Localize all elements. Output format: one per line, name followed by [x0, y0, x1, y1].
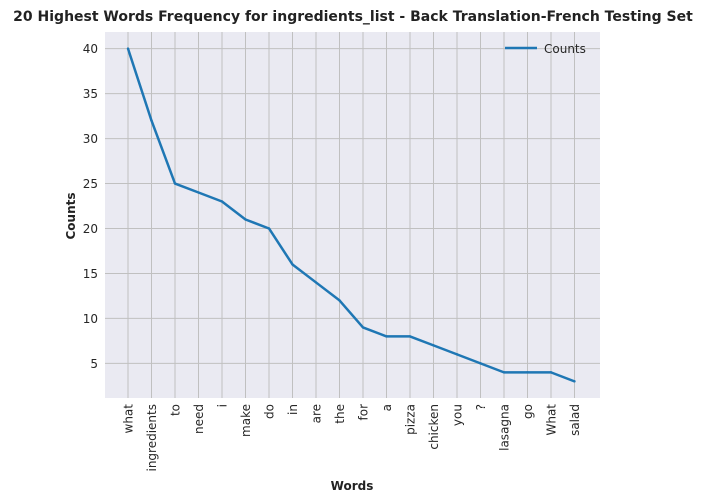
data-point — [291, 263, 294, 266]
series-line-counts — [126, 48, 575, 383]
data-point — [549, 371, 553, 374]
y-tick-label: 5 — [90, 357, 98, 371]
chart-title: 20 Highest Words Frequency for ingredien… — [13, 9, 693, 25]
x-tick-label: are — [310, 404, 324, 423]
x-tick-label: ? — [474, 404, 488, 410]
data-point — [314, 281, 318, 284]
x-tick-label: i — [216, 404, 230, 407]
data-point — [361, 326, 365, 329]
data-point — [338, 299, 341, 302]
x-tick-label: salad — [568, 404, 582, 436]
x-tick-label: lasagna — [498, 404, 512, 451]
x-tick-label: pizza — [404, 404, 418, 435]
y-tick-label: 30 — [83, 132, 98, 146]
data-point — [385, 335, 388, 338]
data-point — [197, 191, 200, 194]
x-tick-label: ingredients — [145, 404, 159, 472]
legend: Counts — [505, 42, 586, 56]
y-tick-label: 15 — [83, 267, 98, 281]
data-point — [479, 362, 482, 365]
data-point — [573, 380, 576, 383]
x-tick-label: go — [521, 404, 535, 419]
x-tick-label: what — [122, 404, 136, 434]
y-axis: 5 10 15 20 25 30 35 40 — [83, 42, 98, 371]
y-tick-label: 10 — [83, 312, 98, 326]
x-tick-label: to — [169, 404, 183, 416]
y-axis-label: Counts — [64, 192, 78, 239]
data-point — [173, 182, 177, 185]
x-tick-label: need — [192, 404, 206, 434]
data-point — [502, 371, 506, 374]
y-tick-label: 20 — [83, 222, 98, 236]
plot-area — [105, 32, 600, 398]
x-tick-label: do — [263, 404, 277, 419]
series-group — [126, 47, 576, 383]
data-point — [220, 200, 224, 203]
x-axis-label: Words — [331, 479, 374, 493]
x-tick-label: make — [239, 404, 253, 437]
x-tick-label: the — [333, 404, 347, 424]
data-point — [408, 335, 412, 338]
data-point — [150, 119, 153, 122]
data-point — [526, 371, 529, 374]
data-point — [267, 227, 271, 230]
y-tick-label: 25 — [83, 177, 98, 191]
data-point — [455, 353, 459, 356]
x-tick-label: chicken — [427, 404, 441, 450]
data-point — [244, 218, 247, 221]
x-tick-label: a — [380, 404, 394, 411]
x-axis: what ingredients to need i make do in are the for a… — [122, 404, 583, 472]
legend-label-counts: Counts — [544, 42, 586, 56]
x-tick-label: you — [451, 404, 465, 426]
y-tick-label: 40 — [83, 42, 98, 56]
y-tick-label: 35 — [83, 87, 98, 101]
x-tick-label: What — [545, 404, 559, 436]
x-tick-label: in — [286, 404, 300, 415]
data-point — [432, 344, 435, 347]
data-point — [126, 47, 130, 50]
x-tick-label: for — [357, 404, 371, 421]
